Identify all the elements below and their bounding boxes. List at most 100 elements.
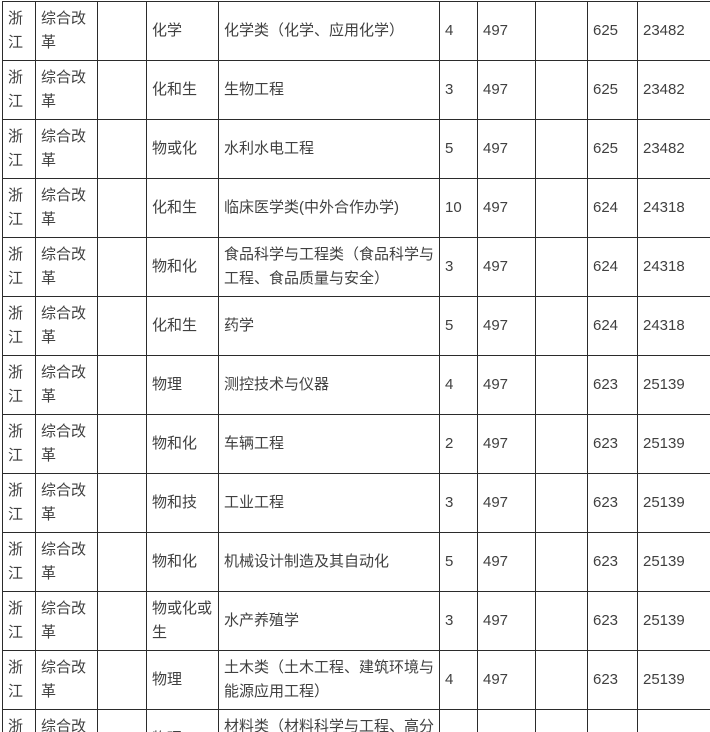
cell-control-line: 497 bbox=[477, 473, 536, 533]
cell-control-line: 497 bbox=[477, 1, 536, 61]
cell-control-line: 497 bbox=[477, 650, 536, 710]
cell-subject-requirement: 物理 bbox=[146, 709, 219, 732]
cell-min-score: 625 bbox=[587, 1, 638, 61]
cell-empty-b bbox=[535, 1, 588, 61]
cell-subject-requirement: 物和化 bbox=[146, 532, 219, 592]
cell-control-line: 497 bbox=[477, 296, 536, 356]
cell-control-line: 497 bbox=[477, 591, 536, 651]
cell-major: 工业工程 bbox=[218, 473, 440, 533]
cell-province: 浙江 bbox=[2, 473, 36, 533]
cell-exam-mode: 综合改革 bbox=[35, 119, 98, 179]
cell-exam-mode: 综合改革 bbox=[35, 355, 98, 415]
cell-min-score: 623 bbox=[587, 532, 638, 592]
cell-major: 水产养殖学 bbox=[218, 591, 440, 651]
cell-control-line: 497 bbox=[477, 709, 536, 732]
cell-min-rank: 24318 bbox=[637, 178, 710, 238]
cell-plan-count: 3 bbox=[439, 237, 478, 297]
cell-empty-a bbox=[97, 709, 147, 732]
cell-empty-b bbox=[535, 532, 588, 592]
cell-min-rank: 25139 bbox=[637, 650, 710, 710]
cell-province: 浙江 bbox=[2, 237, 36, 297]
table-row: 浙江 综合改革 物理 土木类（土木工程、建筑环境与能源应用工程） 4 497 623 2513… bbox=[2, 650, 710, 710]
cell-plan-count: 5 bbox=[439, 119, 478, 179]
cell-min-score: 623 bbox=[587, 591, 638, 651]
cell-empty-a bbox=[97, 532, 147, 592]
cell-empty-a bbox=[97, 119, 147, 179]
cell-min-rank: 25139 bbox=[637, 355, 710, 415]
cell-major: 食品科学与工程类（食品科学与工程、食品质量与安全） bbox=[218, 237, 440, 297]
table-row: 浙江 综合改革 化和生 药学 5 497 624 24318 bbox=[2, 296, 710, 356]
cell-empty-a bbox=[97, 414, 147, 474]
cell-min-rank: 24318 bbox=[637, 296, 710, 356]
cell-exam-mode: 综合改革 bbox=[35, 237, 98, 297]
cell-empty-a bbox=[97, 473, 147, 533]
cell-empty-b bbox=[535, 296, 588, 356]
cell-province: 浙江 bbox=[2, 119, 36, 179]
cell-empty-b bbox=[535, 709, 588, 732]
cell-plan-count: 5 bbox=[439, 532, 478, 592]
cell-plan-count: 4 bbox=[439, 355, 478, 415]
cell-min-rank: 25139 bbox=[637, 473, 710, 533]
cell-plan-count: 3 bbox=[439, 591, 478, 651]
cell-exam-mode: 综合改革 bbox=[35, 1, 98, 61]
cell-exam-mode: 综合改革 bbox=[35, 709, 98, 732]
cell-plan-count: 3 bbox=[439, 473, 478, 533]
cell-empty-b bbox=[535, 473, 588, 533]
cell-major: 化学类（化学、应用化学） bbox=[218, 1, 440, 61]
cell-control-line: 497 bbox=[477, 355, 536, 415]
cell-min-score: 623 bbox=[587, 473, 638, 533]
table-row: 浙江 综合改革 物或化或生 水产养殖学 3 497 623 25139 bbox=[2, 591, 710, 651]
table-row: 浙江 综合改革 物或化 水利水电工程 5 497 625 23482 bbox=[2, 119, 710, 179]
table-row: 浙江 综合改革 物和技 工业工程 3 497 623 25139 bbox=[2, 473, 710, 533]
cell-plan-count: 4 bbox=[439, 650, 478, 710]
cell-empty-a bbox=[97, 178, 147, 238]
cell-min-rank: 25139 bbox=[637, 532, 710, 592]
table-row: 浙江 综合改革 物理 测控技术与仪器 4 497 623 25139 bbox=[2, 355, 710, 415]
cell-province: 浙江 bbox=[2, 178, 36, 238]
cell-empty-a bbox=[97, 1, 147, 61]
cell-major: 临床医学类(中外合作办学) bbox=[218, 178, 440, 238]
cell-province: 浙江 bbox=[2, 709, 36, 732]
cell-control-line: 497 bbox=[477, 532, 536, 592]
cell-subject-requirement: 物或化或生 bbox=[146, 591, 219, 651]
cell-min-score: 624 bbox=[587, 178, 638, 238]
cell-min-score: 624 bbox=[587, 296, 638, 356]
cell-min-score: 623 bbox=[587, 355, 638, 415]
cell-major: 土木类（土木工程、建筑环境与能源应用工程） bbox=[218, 650, 440, 710]
cell-subject-requirement: 物理 bbox=[146, 650, 219, 710]
cell-min-score: 625 bbox=[587, 119, 638, 179]
cell-province: 浙江 bbox=[2, 296, 36, 356]
cell-subject-requirement: 物和技 bbox=[146, 473, 219, 533]
cell-empty-b bbox=[535, 237, 588, 297]
cell-min-score: 622 bbox=[587, 709, 638, 732]
cell-empty-a bbox=[97, 60, 147, 120]
cell-subject-requirement: 物理 bbox=[146, 355, 219, 415]
cell-min-score: 623 bbox=[587, 414, 638, 474]
cell-exam-mode: 综合改革 bbox=[35, 532, 98, 592]
cell-subject-requirement: 物或化 bbox=[146, 119, 219, 179]
cell-empty-b bbox=[535, 355, 588, 415]
cell-province: 浙江 bbox=[2, 414, 36, 474]
table-row: 浙江 综合改革 化学 化学类（化学、应用化学） 4 497 625 23482 bbox=[2, 1, 710, 61]
cell-min-rank: 23482 bbox=[637, 1, 710, 61]
cell-control-line: 497 bbox=[477, 178, 536, 238]
cell-plan-count: 4 bbox=[439, 1, 478, 61]
cell-min-score: 624 bbox=[587, 237, 638, 297]
cell-subject-requirement: 化学 bbox=[146, 1, 219, 61]
cell-empty-b bbox=[535, 178, 588, 238]
cell-subject-requirement: 物和化 bbox=[146, 414, 219, 474]
cell-empty-b bbox=[535, 414, 588, 474]
cell-exam-mode: 综合改革 bbox=[35, 60, 98, 120]
cell-exam-mode: 综合改革 bbox=[35, 296, 98, 356]
cell-exam-mode: 综合改革 bbox=[35, 178, 98, 238]
cell-exam-mode: 综合改革 bbox=[35, 473, 98, 533]
cell-empty-a bbox=[97, 650, 147, 710]
cell-min-rank: 23482 bbox=[637, 119, 710, 179]
cell-min-rank: 24318 bbox=[637, 237, 710, 297]
cell-min-rank: 25139 bbox=[637, 591, 710, 651]
cell-province: 浙江 bbox=[2, 532, 36, 592]
cell-exam-mode: 综合改革 bbox=[35, 650, 98, 710]
cell-plan-count: 3 bbox=[439, 60, 478, 120]
cell-control-line: 497 bbox=[477, 60, 536, 120]
